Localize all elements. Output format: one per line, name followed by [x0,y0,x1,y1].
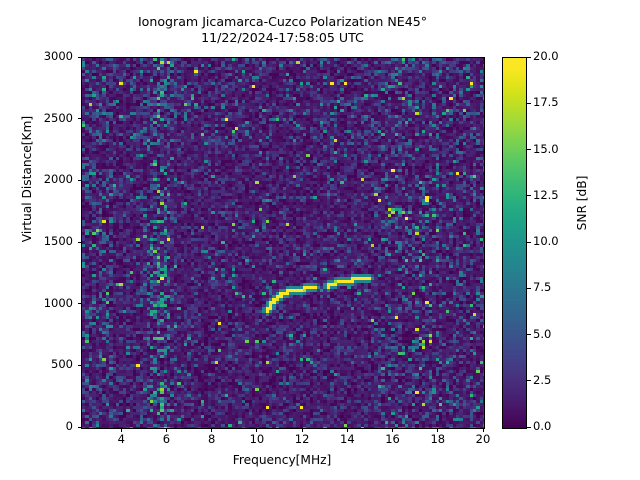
x-tick-mark [211,428,213,432]
y-tick-label: 2000 [43,172,73,187]
x-tick-label: 12 [294,432,310,446]
x-tick-mark [437,428,439,432]
colorbar-tick-label: 12.5 [533,187,559,202]
y-tick-mark [77,241,81,243]
colorbar-tick-label: 0.0 [533,419,552,433]
y-tick-mark [77,426,81,428]
colorbar-label: SNR [dB] [575,175,589,231]
y-tick-label: 1500 [43,234,73,248]
colorbar-tick-label: 15.0 [533,141,559,156]
colorbar-tick-label: 7.5 [533,280,552,295]
x-tick-label: 10 [249,432,265,446]
x-tick-mark [301,428,303,432]
x-tick-label: 8 [208,432,216,446]
x-axis-label: Frequency[MHz] [232,453,332,467]
figure-title: Ionogram Jicamarca-Cuzco Polarization NE… [137,14,428,45]
y-tick-mark [77,179,81,181]
x-tick-label: 16 [385,432,400,446]
y-tick-label: 3000 [43,49,73,63]
colorbar-tick-mark [527,195,531,197]
colorbar-tick-mark [527,334,531,335]
y-tick-mark [77,303,81,305]
colorbar-tick-mark [527,149,531,150]
x-tick-label: 14 [340,432,355,446]
x-tick-mark [482,428,484,432]
colorbar-gradient [503,58,526,428]
colorbar-tick-mark [527,102,531,104]
y-tick-label: 1000 [43,295,73,310]
x-tick-mark [165,428,167,432]
x-tick-mark [256,428,258,432]
x-tick-label: 6 [162,432,171,446]
y-tick-mark [77,118,81,120]
colorbar-tick-mark [527,380,531,382]
x-tick-mark [120,428,122,432]
colorbar-tick-mark [527,287,531,289]
colorbar-tick-label: 17.5 [533,95,559,110]
x-tick-label: 20 [475,432,491,446]
colorbar-tick-mark [527,241,531,243]
y-tick-label: 500 [51,357,73,372]
colorbar[interactable] [502,57,527,429]
colorbar-tick-mark [527,56,531,58]
x-tick-mark [346,428,348,432]
colorbar-tick-label: 20.0 [533,49,559,63]
x-tick-label: 4 [117,432,125,446]
colorbar-tick-label: 10.0 [533,234,559,248]
y-axis-label: Virtual Distance[Km] [20,115,34,243]
y-tick-label: 0 [65,419,73,433]
y-tick-mark [77,56,81,58]
heatmap-canvas [82,58,484,428]
ionogram-heatmap-axes[interactable] [81,57,485,429]
colorbar-tick-label: 5.0 [533,326,552,341]
y-tick-label: 2500 [43,110,73,125]
y-tick-mark [77,364,81,366]
x-tick-label: 18 [430,432,446,446]
x-tick-mark [392,428,394,432]
colorbar-tick-label: 2.5 [533,372,552,387]
colorbar-tick-mark [527,426,531,428]
